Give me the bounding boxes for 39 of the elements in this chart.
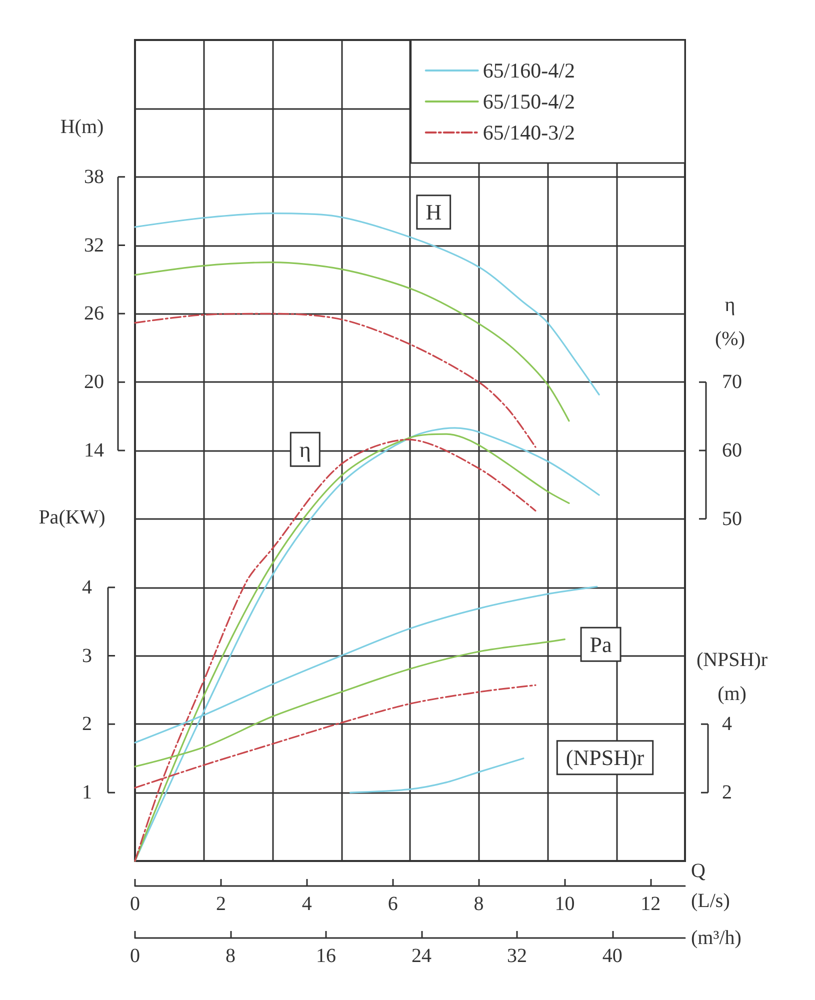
annotation: Pa [590,632,612,657]
legend-label: 65/160-4/2 [482,58,576,82]
y-tick-label: 38 [84,166,104,188]
x2-tick-label: 8 [225,945,236,967]
y-axis-title: (NPSH)r (m) [696,649,768,706]
x2-tick-label: 40 [602,945,622,967]
y2-tick-label: 60 [722,440,742,462]
y3-tick-label: 3 [82,644,92,667]
y-tick-label: 20 [84,371,104,394]
x-axis-title: Q (L/s) [691,860,730,912]
x-tick-label: 10 [554,893,575,915]
x2-tick-label: 16 [316,945,336,967]
annotation: (NPSH)r [566,745,645,770]
line-series [134,262,570,422]
y2-axis-title: η (%) [715,294,745,350]
x2-tick-label: 24 [411,945,432,967]
legend-label: 65/150-4/2 [482,90,576,114]
x-tick-label: 4 [302,893,312,915]
y-tick-label: 14 [84,440,104,462]
annotation: η [299,436,311,462]
y3-axis-title: Pa(KW) [38,506,106,528]
y2-tick-label: 50 [722,508,742,530]
legend-label: 65/140-3/2 [482,120,576,144]
x2-axis-title: (m³/h) [691,927,742,949]
x-tick-label: 6 [388,893,398,915]
line-series [134,312,536,448]
line-series [349,758,524,794]
y2-tick-label: 70 [722,371,742,394]
y3-tick-label: 1 [82,782,92,804]
x-tick-label: 0 [130,893,140,915]
y-tick-label: 26 [84,302,104,325]
x2-tick-label: 0 [130,945,140,967]
x2-tick-label: 32 [506,945,527,967]
y-tick-label: 32 [84,234,104,256]
y-axis-title: H(m) [60,116,104,138]
annotation: H [426,200,442,225]
x-tick-label: 12 [640,893,661,915]
x-tick-label: 2 [216,893,226,915]
x-tick-label: 8 [474,893,484,915]
